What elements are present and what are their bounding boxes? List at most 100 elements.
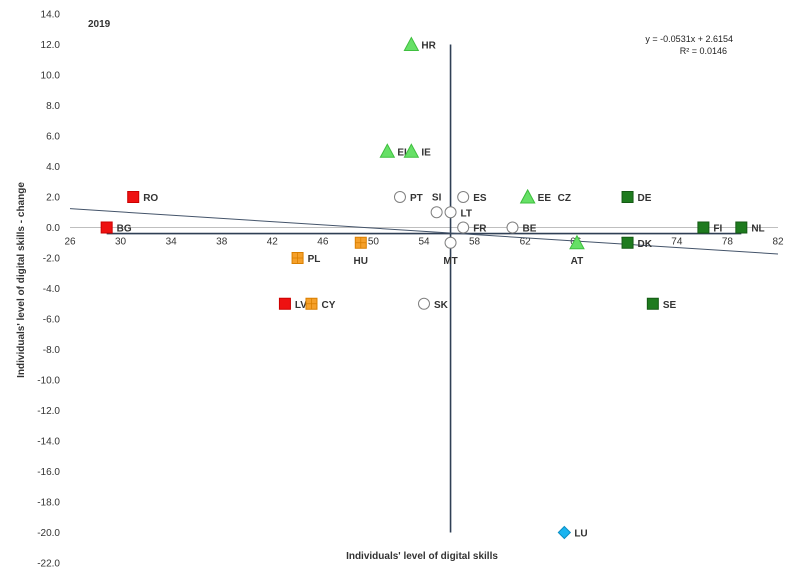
chart-title: 2019 — [88, 19, 111, 30]
trendline-r2: R² = 0.0146 — [680, 46, 727, 56]
x-tick-label: 82 — [772, 237, 784, 248]
x-tick-label: 46 — [317, 237, 329, 248]
diamond-marker — [557, 525, 572, 540]
data-label: BE — [523, 224, 537, 235]
y-tick-label: 8.0 — [46, 101, 60, 112]
x-axis-ticks: 263034384246505458626670747882 — [64, 237, 784, 248]
y-tick-label: 10.0 — [41, 71, 61, 82]
data-label: MT — [443, 256, 457, 267]
data-label: FR — [473, 224, 487, 235]
y-tick-label: 0.0 — [46, 223, 60, 234]
circle-marker — [393, 191, 406, 203]
data-point-fi: FI — [697, 221, 723, 235]
data-label: LU — [574, 529, 587, 540]
y-tick-label: 14.0 — [41, 10, 61, 21]
y-tick-label: 12.0 — [41, 40, 61, 51]
data-point-pl: PL — [291, 252, 321, 265]
circle-marker — [430, 206, 443, 219]
y-tick-label: -10.0 — [37, 376, 60, 387]
x-axis-title: Individuals' level of digital skills — [346, 551, 498, 562]
x-tick-label: 58 — [469, 237, 481, 248]
x-tick-label: 50 — [368, 237, 380, 248]
data-point-es: ES — [457, 191, 487, 204]
data-label: CZ — [558, 193, 571, 204]
data-label: SE — [663, 300, 677, 311]
y-axis-ticks: 14.0 12.0 10.0 8.0 6.0 4.0 2.0 0.0 -2.0 -4.0 -6.0 -… — [37, 10, 60, 570]
trendline-equation: y = -0.0531x + 2.6154 — [645, 34, 733, 44]
circle-marker — [444, 236, 457, 249]
data-label: EE — [538, 193, 552, 204]
y-tick-label: -12.0 — [37, 406, 60, 417]
data-label: PT — [410, 193, 423, 204]
data-point-se: SE — [646, 297, 677, 311]
data-point-fr: FR — [457, 221, 487, 235]
data-point-hr: HR — [403, 36, 437, 52]
circle-marker — [457, 191, 470, 203]
data-point-hu: HU — [354, 236, 368, 267]
x-tick-label: 34 — [166, 237, 178, 248]
y-tick-label: -16.0 — [37, 467, 60, 478]
square-marker — [100, 221, 113, 234]
triangle-marker — [519, 188, 536, 204]
square-marker — [127, 191, 140, 203]
y-tick-label: -8.0 — [43, 345, 61, 356]
data-label: FI — [713, 224, 722, 235]
reference-lines — [69, 44, 779, 533]
x-tick-label: 42 — [267, 237, 279, 248]
x-tick-label: 54 — [418, 237, 430, 248]
y-tick-label: 6.0 — [46, 132, 60, 143]
triangle-marker — [379, 143, 396, 158]
x-tick-label: 74 — [671, 237, 683, 248]
y-tick-label: -22.0 — [37, 559, 60, 570]
data-label: DK — [638, 239, 653, 250]
square-marker — [735, 221, 748, 234]
data-point-de: DE — [621, 191, 652, 204]
y-tick-label: -6.0 — [43, 315, 61, 326]
data-point-lt: LT — [444, 206, 472, 219]
data-label: SK — [434, 300, 449, 311]
circle-marker — [506, 221, 519, 234]
data-point-si: SI — [430, 192, 443, 219]
square-marker — [697, 221, 710, 234]
data-point-ie: IE — [403, 143, 431, 158]
data-label: SI — [432, 192, 442, 203]
y-tick-label: -20.0 — [37, 528, 60, 539]
data-label: HR — [421, 41, 436, 52]
data-point-at: AT — [569, 234, 585, 267]
y-tick-label: 2.0 — [46, 193, 60, 204]
data-label: LT — [461, 208, 472, 219]
data-point-el: EL — [379, 143, 410, 158]
circle-marker — [457, 221, 470, 234]
y-tick-label: -2.0 — [43, 254, 61, 265]
x-tick-label: 26 — [64, 237, 76, 248]
data-point-nl: NL — [735, 221, 765, 235]
data-point-lv: LV — [278, 297, 307, 311]
data-label: HU — [354, 256, 368, 267]
y-tick-label: 4.0 — [46, 162, 60, 173]
triangle-marker — [403, 143, 420, 158]
x-tick-label: 30 — [115, 237, 127, 248]
square-marker — [278, 297, 291, 310]
data-label: PL — [308, 254, 321, 265]
triangle-marker — [569, 234, 585, 250]
data-point-mt: MT — [443, 236, 458, 267]
data-label: CY — [321, 300, 335, 311]
data-label: ES — [473, 193, 487, 204]
data-label: LV — [295, 300, 307, 311]
circle-marker — [418, 297, 430, 310]
data-point-pt: PT — [393, 191, 423, 204]
data-point-sk: SK — [418, 297, 449, 311]
y-tick-label: -4.0 — [43, 284, 61, 295]
data-label: EL — [397, 147, 410, 158]
triangle-marker — [403, 36, 420, 51]
square-marker — [621, 236, 634, 249]
x-tick-label: 62 — [520, 237, 532, 248]
data-label: RO — [143, 193, 158, 204]
data-point-ro: RO — [127, 191, 158, 204]
data-point-bg: BG — [100, 221, 132, 235]
y-tick-label: -18.0 — [37, 498, 60, 509]
data-label: BG — [117, 224, 132, 235]
y-axis-title: Individuals' level of digital skills - c… — [16, 182, 27, 378]
